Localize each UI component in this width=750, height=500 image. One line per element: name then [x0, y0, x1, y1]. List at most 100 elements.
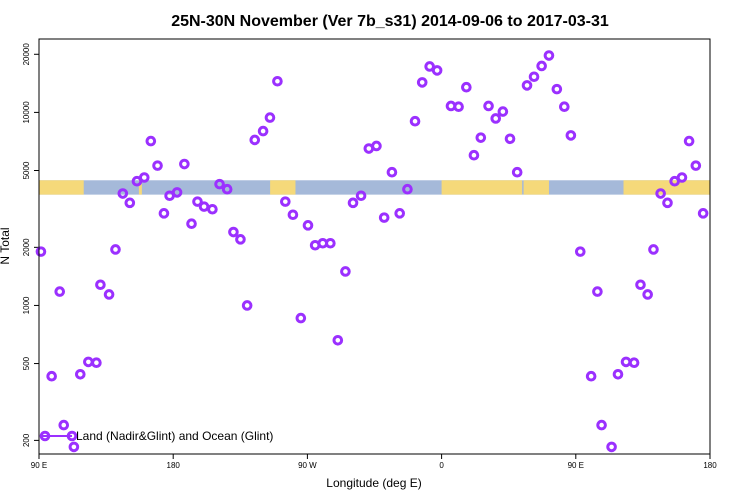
data-point	[559, 101, 570, 113]
data-point	[207, 203, 218, 215]
data-point	[504, 133, 516, 145]
data-point	[58, 419, 70, 431]
data-point	[138, 172, 150, 183]
data-point	[241, 300, 253, 311]
land-band	[523, 180, 549, 195]
data-point	[46, 370, 57, 382]
data-point	[235, 234, 246, 245]
x-tick-label: 90 E	[568, 461, 584, 470]
data-point	[340, 266, 351, 277]
data-point	[431, 65, 443, 76]
data-point	[287, 209, 299, 221]
data-point	[596, 419, 607, 431]
data-point	[606, 441, 617, 453]
data-point	[483, 100, 494, 112]
legend-marker	[66, 430, 78, 442]
data-point	[528, 71, 540, 83]
x-tick-label: 180	[703, 461, 717, 470]
y-tick-label: 5000	[22, 161, 31, 179]
data-point	[75, 368, 86, 380]
y-axis-label: N Total	[0, 227, 12, 264]
data-point	[386, 166, 398, 178]
data-point	[565, 130, 577, 141]
data-point	[371, 140, 382, 152]
legend-marker	[39, 430, 51, 442]
data-point	[257, 125, 269, 137]
data-point	[124, 197, 136, 209]
land-band	[39, 180, 84, 195]
land-band	[623, 180, 710, 195]
data-point	[228, 226, 239, 238]
data-point	[521, 80, 533, 91]
data-point	[574, 246, 586, 257]
data-point	[402, 183, 413, 195]
data-point	[264, 112, 276, 123]
data-point	[179, 158, 190, 170]
data-point	[543, 50, 555, 61]
data-point	[158, 208, 170, 219]
data-point	[655, 188, 666, 199]
data-point	[690, 160, 702, 171]
x-tick-label: 180	[167, 461, 181, 470]
data-point	[585, 370, 597, 382]
data-point	[355, 190, 367, 202]
data-point	[110, 244, 121, 255]
data-point	[697, 208, 709, 219]
data-point	[612, 368, 624, 380]
data-point	[91, 357, 102, 369]
data-point	[628, 357, 640, 369]
legend-label: Land (Nadir&Glint) and Ocean (Glint)	[76, 429, 273, 443]
data-point	[103, 289, 115, 300]
x-tick-label: 90 W	[298, 461, 317, 470]
land-ocean-strip	[39, 180, 710, 195]
legend: Land (Nadir&Glint) and Ocean (Glint)	[39, 429, 273, 443]
data-point	[192, 196, 203, 207]
data-point	[68, 441, 80, 453]
data-point	[642, 289, 653, 300]
data-point	[280, 196, 291, 207]
data-point	[145, 135, 157, 147]
data-point	[249, 134, 261, 146]
data-point	[475, 132, 487, 143]
plot-background	[39, 39, 710, 454]
x-tick-label: 90 E	[31, 461, 47, 470]
y-tick-label: 10000	[22, 101, 31, 124]
y-tick-label: 500	[22, 356, 31, 370]
data-point	[295, 312, 307, 324]
land-band	[270, 180, 296, 195]
x-axis-label: Longitude (deg E)	[326, 476, 421, 490]
data-point	[416, 77, 428, 88]
data-point	[171, 187, 183, 198]
data-point	[648, 244, 659, 255]
data-point	[325, 237, 336, 249]
data-point	[424, 61, 435, 72]
data-point	[409, 115, 421, 127]
data-point	[214, 178, 225, 190]
y-tick-label: 20000	[22, 43, 31, 66]
plot-frame	[38, 38, 711, 455]
data-point	[54, 286, 66, 297]
data-point	[378, 212, 390, 223]
data-point	[536, 60, 547, 72]
axes: 90 E 180 90 W 0 90 E 180 200 500 1000 2000 5000 100…	[22, 43, 717, 470]
x-tick-label: 0	[439, 461, 444, 470]
data-point	[497, 106, 509, 117]
data-point	[662, 197, 673, 209]
data-point	[332, 334, 344, 346]
data-point	[683, 135, 695, 147]
data-point	[221, 183, 233, 195]
y-tick-label: 1000	[22, 296, 31, 314]
y-tick-label: 2000	[22, 238, 31, 256]
data-point	[117, 188, 129, 199]
data-point	[35, 246, 47, 257]
data-point	[490, 113, 502, 124]
data-point	[468, 149, 480, 161]
data-point	[394, 208, 405, 219]
data-point	[95, 279, 106, 291]
y-tick-label: 200	[22, 433, 31, 447]
data-points	[35, 50, 709, 453]
data-point	[551, 83, 563, 95]
data-point	[453, 101, 464, 113]
data-point	[592, 286, 603, 297]
